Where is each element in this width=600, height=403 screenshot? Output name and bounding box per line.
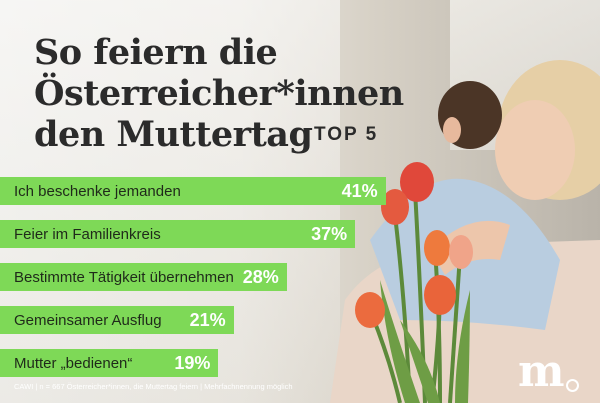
tulip-blossoms <box>355 162 473 328</box>
page-title: So feiern die Österreicher*innen den Mut… <box>34 32 404 155</box>
bar-label: Bestimmte Tätigkeit übernehmen <box>14 268 234 286</box>
top5-badge: TOP 5 <box>314 124 379 145</box>
bar-2: Feier im Familienkreis 37% <box>0 220 356 248</box>
bar-value: 37% <box>311 223 348 244</box>
bar-4: Gemeinsamer Ausflug 21% <box>0 306 234 334</box>
footnote: CAWI | n = 667 Österreicher*innen, die M… <box>14 382 293 391</box>
bar-label: Ich beschenke jemanden <box>14 182 181 200</box>
child-ear <box>443 117 461 143</box>
bar-label: Feier im Familienkreis <box>14 225 161 243</box>
bar-3: Bestimmte Tätigkeit übernehmen 28% <box>0 263 287 291</box>
bar-label: Gemeinsamer Ausflug <box>14 311 162 329</box>
title-line-2: Österreicher*innen <box>34 73 404 114</box>
bar-value: 19% <box>174 352 211 373</box>
bar-value: 41% <box>341 180 378 201</box>
brand-logo-dot <box>566 379 579 392</box>
bar-label: Mutter „bedienen“ <box>14 354 133 372</box>
bar-value: 28% <box>242 266 279 287</box>
mother-face <box>495 100 575 200</box>
bar-5: Mutter „bedienen“ 19% <box>0 349 219 377</box>
bar-1: Ich beschenke jemanden 41% <box>0 177 386 205</box>
bar-value: 21% <box>189 309 226 330</box>
title-line-3: den Muttertag <box>34 114 313 155</box>
tulip-leaves <box>380 280 470 403</box>
brand-logo: m <box>518 346 565 397</box>
title-line-1: So feiern die <box>34 32 278 73</box>
